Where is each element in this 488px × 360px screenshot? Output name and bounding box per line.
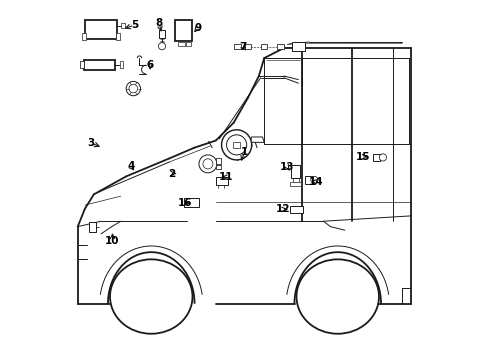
Polygon shape [249, 137, 264, 142]
Text: 8: 8 [155, 18, 163, 28]
Bar [289, 206, 303, 213]
Bar [290, 182, 301, 186]
Bar [234, 44, 240, 49]
Bar [80, 61, 83, 68]
Circle shape [221, 130, 251, 160]
Ellipse shape [110, 259, 192, 334]
Bar [186, 42, 191, 45]
Bar [216, 177, 227, 185]
Bar [291, 166, 300, 178]
Text: 7: 7 [239, 42, 246, 52]
Bar [216, 158, 221, 163]
Bar [121, 23, 125, 28]
Bar [244, 44, 251, 49]
Text: 13: 13 [280, 162, 294, 172]
Text: 12: 12 [275, 204, 290, 215]
Circle shape [126, 81, 140, 96]
Circle shape [158, 42, 165, 50]
Bar [277, 44, 283, 49]
Ellipse shape [296, 259, 378, 334]
Bar [233, 142, 240, 148]
Text: 3: 3 [87, 138, 95, 148]
Bar [261, 44, 267, 49]
Circle shape [379, 154, 386, 161]
Text: 6: 6 [146, 60, 154, 70]
Bar [216, 165, 221, 168]
Text: 4: 4 [127, 161, 134, 171]
Bar [85, 19, 117, 39]
Text: 10: 10 [105, 236, 120, 246]
Bar [84, 59, 114, 69]
Bar [116, 33, 120, 40]
Bar [372, 154, 380, 161]
Text: 5: 5 [130, 20, 138, 30]
Text: 14: 14 [308, 177, 323, 187]
Text: 2: 2 [168, 168, 175, 179]
Bar [291, 42, 304, 51]
Text: 16: 16 [178, 198, 192, 208]
Bar [88, 222, 96, 231]
Bar [175, 20, 191, 41]
Circle shape [199, 155, 217, 173]
Text: 15: 15 [356, 152, 370, 162]
Bar [178, 41, 185, 46]
Bar [305, 176, 312, 184]
Bar [81, 33, 86, 40]
Text: 11: 11 [218, 172, 233, 182]
Bar [120, 61, 123, 68]
Text: 1: 1 [241, 147, 247, 157]
Circle shape [310, 176, 317, 184]
Text: 9: 9 [194, 23, 201, 33]
Bar [159, 30, 165, 38]
Bar [184, 198, 198, 207]
